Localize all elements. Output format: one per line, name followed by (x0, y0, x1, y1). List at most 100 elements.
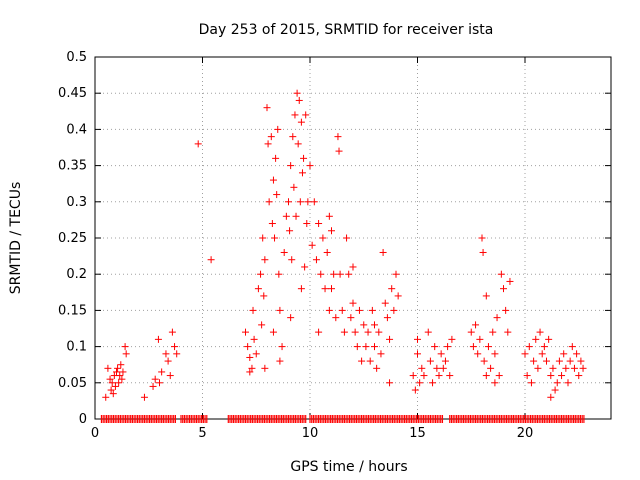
data-point-142 (431, 343, 439, 351)
data-point-202 (547, 393, 555, 401)
data-point-168 (500, 285, 507, 293)
data-point-52 (273, 191, 281, 199)
data-point-186 (547, 372, 555, 380)
data-point-125 (287, 314, 295, 322)
data-point-97 (345, 270, 353, 278)
data-point-50 (271, 234, 279, 242)
data-point-132 (386, 379, 394, 387)
data-point-153 (469, 343, 477, 351)
data-point-82 (315, 220, 323, 228)
data-point-111 (375, 328, 383, 336)
data-point-72 (298, 169, 306, 177)
data-point-112 (377, 350, 385, 358)
data-point-107 (366, 357, 374, 365)
data-point-67 (293, 89, 301, 97)
data-point-70 (296, 198, 304, 206)
data-points (102, 89, 587, 401)
data-point-19 (151, 375, 159, 383)
data-point-135 (414, 350, 421, 358)
data-point-136 (416, 379, 424, 387)
data-point-162 (487, 364, 495, 372)
data-point-173 (491, 379, 499, 387)
data-point-22 (162, 350, 170, 358)
data-point-68 (294, 140, 302, 148)
data-point-53 (274, 125, 282, 133)
data-point-86 (323, 248, 331, 256)
data-point-69 (295, 96, 303, 104)
data-point-62 (288, 256, 296, 264)
data-point-17 (140, 393, 148, 401)
x-tick-label-0: 0 (91, 426, 99, 441)
data-point-184 (543, 357, 550, 365)
data-point-192 (560, 350, 568, 358)
data-point-27 (173, 350, 181, 358)
y-tick-label-8: 0.4 (66, 122, 87, 137)
data-point-9 (115, 379, 123, 387)
data-point-161 (484, 343, 492, 351)
x-tick-label-2: 10 (302, 426, 319, 441)
data-point-113 (379, 248, 387, 256)
data-point-150 (448, 335, 456, 343)
data-point-0 (104, 364, 112, 372)
data-point-163 (489, 328, 497, 336)
data-point-96 (343, 234, 351, 242)
data-point-188 (551, 386, 559, 394)
data-point-15 (122, 350, 130, 358)
data-point-133 (409, 372, 417, 380)
data-point-28 (154, 335, 162, 343)
data-point-85 (321, 285, 329, 293)
plot-frame (94, 56, 612, 420)
x-axis-label: GPS time / hours (290, 459, 407, 475)
data-point-88 (328, 227, 335, 235)
data-point-8 (114, 364, 122, 372)
data-point-158 (479, 248, 487, 256)
data-point-114 (381, 299, 389, 307)
data-point-128 (325, 212, 333, 220)
y-tick-label-9: 0.45 (58, 86, 87, 101)
data-point-196 (568, 343, 576, 351)
data-point-10 (116, 372, 124, 380)
data-point-74 (301, 263, 309, 271)
data-point-164 (491, 350, 499, 358)
data-point-89 (330, 270, 338, 278)
data-point-80 (310, 198, 318, 206)
data-point-126 (297, 285, 305, 293)
data-point-119 (392, 270, 400, 278)
x-tick-label-4: 20 (517, 426, 534, 441)
x-tick-label-1: 5 (198, 426, 206, 441)
y-axis-label: SRMTID / TECUs (8, 182, 24, 295)
data-point-39 (257, 270, 265, 278)
data-point-44 (263, 104, 271, 112)
data-point-199 (575, 372, 583, 380)
data-point-123 (269, 328, 277, 336)
data-point-60 (286, 227, 294, 235)
data-point-155 (474, 350, 482, 358)
data-point-103 (358, 357, 366, 365)
data-point-157 (478, 234, 486, 242)
data-point-183 (540, 343, 548, 351)
y-tick-label-4: 0.2 (66, 267, 87, 282)
data-point-77 (304, 198, 312, 206)
data-point-31 (242, 328, 249, 336)
y-tick-label-3: 0.15 (58, 303, 87, 318)
data-point-152 (467, 328, 475, 336)
data-point-51 (272, 154, 280, 162)
data-point-101 (353, 343, 361, 351)
data-point-90 (332, 314, 340, 322)
data-point-167 (497, 270, 505, 278)
data-point-138 (420, 372, 428, 380)
data-point-170 (504, 328, 512, 336)
data-point-187 (549, 364, 557, 372)
data-point-124 (276, 357, 284, 365)
data-point-115 (383, 314, 391, 322)
data-point-11 (117, 361, 125, 369)
data-point-198 (573, 350, 581, 358)
y-tick-label-7: 0.35 (58, 159, 87, 174)
data-point-182 (538, 350, 546, 358)
data-point-46 (265, 198, 273, 206)
data-point-94 (338, 306, 346, 314)
data-point-175 (523, 372, 531, 380)
data-point-54 (275, 270, 283, 278)
data-point-194 (564, 379, 572, 387)
data-point-177 (527, 379, 535, 387)
